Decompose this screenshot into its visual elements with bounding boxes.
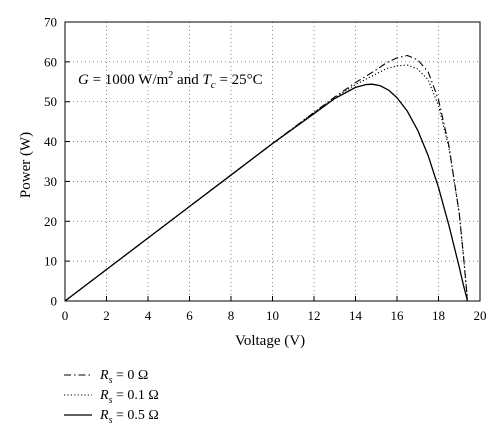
legend-sub: s xyxy=(109,375,113,386)
y-axis-label: Power (W) xyxy=(18,132,34,198)
legend: Rs = 0 ΩRs = 0.1 ΩRs = 0.5 Ω xyxy=(64,368,159,426)
x-tick-label: 18 xyxy=(432,308,445,323)
series-line-2 xyxy=(64,83,469,302)
x-tick-label: 8 xyxy=(228,308,235,323)
x-tick-label: 6 xyxy=(186,308,193,323)
series-line-0 xyxy=(64,54,469,302)
series-group xyxy=(64,54,469,302)
x-tick-label: 10 xyxy=(266,308,279,323)
y-tick-label: 60 xyxy=(44,54,57,69)
x-tick-label: 2 xyxy=(103,308,110,323)
annotation-c: c xyxy=(211,79,216,91)
series-line-1 xyxy=(64,64,469,302)
x-tick-label: 16 xyxy=(391,308,405,323)
ticks: 0 2 4 6 8 10 12 14 16 18 20 0 10 20 30 40 50 60 70 xyxy=(44,15,487,324)
y-tick-label: 30 xyxy=(44,174,57,189)
legend-sub: s xyxy=(109,415,113,426)
legend-R: R xyxy=(99,408,109,423)
x-tick-label: 12 xyxy=(308,308,321,323)
grid xyxy=(65,22,480,301)
legend-sub: s xyxy=(109,395,113,406)
legend-value: = 0 Ω xyxy=(112,368,148,383)
legend-R: R xyxy=(99,388,109,403)
annotation-eq1: = 1000 W/m xyxy=(89,72,169,88)
plot-frame xyxy=(64,21,481,302)
legend-label-2: Rs = 0.5 Ω xyxy=(99,408,159,426)
x-tick-label: 14 xyxy=(349,308,363,323)
x-tick-label: 0 xyxy=(62,308,69,323)
annotation-eq2: = 25°C xyxy=(216,72,263,88)
x-tick-label: 4 xyxy=(145,308,152,323)
annotation-and: and xyxy=(173,72,202,88)
x-tick-label: 20 xyxy=(474,308,487,323)
y-tick-label: 0 xyxy=(51,294,58,309)
annotation-sup: 2 xyxy=(168,70,173,81)
y-tick-label: 40 xyxy=(44,134,57,149)
annotation-T: T xyxy=(202,72,212,88)
legend-value: = 0.5 Ω xyxy=(112,408,158,423)
legend-R: R xyxy=(99,368,109,383)
legend-label-0: Rs = 0 Ω xyxy=(99,368,148,386)
y-tick-label: 10 xyxy=(44,254,57,269)
y-tick-label: 70 xyxy=(44,15,57,30)
legend-value: = 0.1 Ω xyxy=(112,388,158,403)
annotation-G: G xyxy=(78,72,89,88)
x-axis-label: Voltage (V) xyxy=(235,333,305,349)
condition-annotation: G = 1000 W/m2 and Tc = 25°C xyxy=(78,70,263,91)
y-tick-label: 20 xyxy=(44,214,57,229)
legend-label-1: Rs = 0.1 Ω xyxy=(99,388,159,406)
y-tick-label: 50 xyxy=(44,94,57,109)
